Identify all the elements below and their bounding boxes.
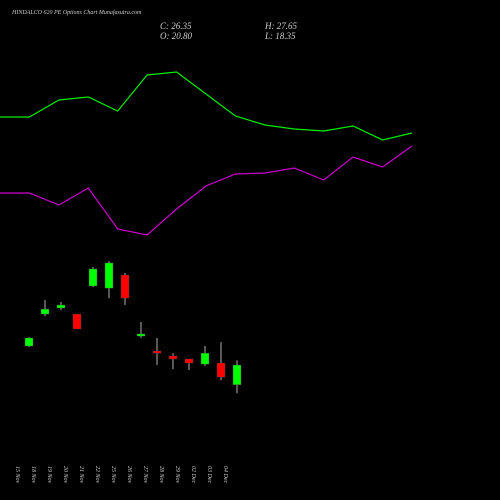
x-tick-label: 19 Nov: [46, 466, 52, 484]
indicator-line: [0, 71, 413, 141]
candle-body: [152, 350, 162, 354]
x-tick-label: 04 Dec: [222, 466, 229, 483]
candle-body: [24, 337, 34, 347]
x-tick-label: 28 Nov: [158, 466, 164, 484]
candle-body: [216, 362, 226, 378]
candle-body: [184, 358, 194, 364]
x-tick-label: 25 Nov: [110, 466, 116, 484]
x-tick-label: 20 Nov: [62, 466, 68, 484]
candle-body: [136, 333, 146, 337]
x-tick-label: 29 Nov: [174, 466, 180, 484]
ohlc-high: H: 27.65: [264, 21, 297, 31]
x-tick-label: 21 Nov: [78, 466, 84, 484]
candle-body: [168, 355, 178, 360]
x-tick-label: 03 Dec: [206, 466, 212, 483]
candle-body: [72, 313, 82, 330]
x-tick-label: 15 Nov: [14, 466, 20, 484]
candle-body: [88, 268, 98, 287]
ohlc-close: C: 26.35: [160, 21, 192, 31]
candle-body: [120, 274, 130, 299]
candle-body: [40, 308, 50, 315]
candle-body: [200, 352, 210, 365]
chart-title: HINDALCO 620 PE Options Chart Munafasutr…: [11, 9, 142, 16]
x-tick-label: 27 Nov: [142, 466, 148, 484]
candle-body: [104, 262, 114, 289]
x-tick-label: 22 Nov: [94, 466, 100, 484]
ohlc-low: L: 18.35: [264, 31, 296, 41]
candle-body: [232, 364, 242, 385]
indicator-line: [0, 145, 413, 236]
ohlc-open: O: 20.80: [160, 31, 192, 41]
candle-body: [56, 304, 66, 309]
x-tick-label: 26 Nov: [126, 466, 132, 484]
x-tick-label: 02 Dec: [190, 466, 196, 483]
x-tick-label: 18 Nov: [30, 466, 36, 484]
